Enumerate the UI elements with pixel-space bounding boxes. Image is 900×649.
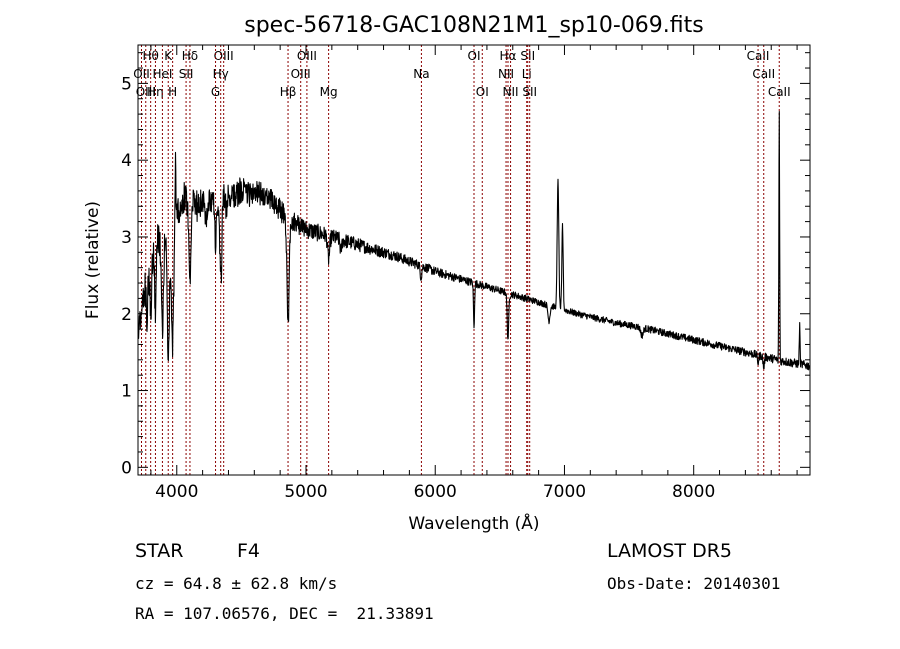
coordinates: RA = 107.06576, DEC = 21.33891 <box>135 604 434 623</box>
line-label: SII <box>522 85 537 99</box>
x-tick-label: 5000 <box>284 482 327 502</box>
line-label: Hη <box>147 85 164 99</box>
line-label: HeI <box>152 67 172 81</box>
x-tick-label: 8000 <box>672 482 715 502</box>
spectrum-line <box>137 110 811 371</box>
line-label: OI <box>476 85 489 99</box>
line-label: OII <box>133 67 150 81</box>
observation-date: Obs-Date: 20140301 <box>607 574 781 593</box>
object-subclass: F4 <box>237 540 261 562</box>
x-tick-label: 4000 <box>155 482 198 502</box>
line-label: Li <box>522 67 532 81</box>
y-tick-label: 0 <box>121 458 132 478</box>
line-label: OIII <box>136 85 156 99</box>
line-label: H <box>168 85 177 99</box>
plot-frame <box>137 44 811 476</box>
line-label: Hθ <box>142 49 158 63</box>
line-label: CaII <box>752 67 775 81</box>
line-label: OIII <box>291 67 311 81</box>
line-label: Hα <box>500 49 517 63</box>
line-label: CaII <box>747 49 770 63</box>
line-label: Hβ <box>280 85 297 99</box>
x-axis-label: Wavelength (Å) <box>408 512 539 534</box>
y-tick-label: 1 <box>121 382 132 402</box>
line-label: SII <box>520 49 535 63</box>
y-tick-label: 2 <box>121 305 132 325</box>
line-label: OI <box>468 49 481 63</box>
survey-name: LAMOST DR5 <box>607 540 732 562</box>
line-label: OIII <box>214 49 234 63</box>
line-label: Na <box>413 67 429 81</box>
x-tick-label: 7000 <box>543 482 586 502</box>
x-tick-label: 6000 <box>414 482 457 502</box>
line-label: OIII <box>297 49 317 63</box>
y-axis: 0 1 2 3 4 5 <box>121 52 810 478</box>
line-label: NII <box>503 85 519 99</box>
line-label: NII <box>498 67 514 81</box>
line-label: SII <box>179 67 194 81</box>
redshift-velocity: cz = 64.8 ± 62.8 km/s <box>135 574 338 593</box>
y-axis-label: Flux (relative) <box>83 201 103 319</box>
line-label: K <box>164 49 173 63</box>
y-tick-label: 4 <box>121 151 132 171</box>
line-label: Mg <box>320 85 338 99</box>
chart-title: spec-56718-GAC108N21M1_sp10-069.fits <box>244 13 704 38</box>
line-label: G <box>211 85 220 99</box>
line-label: Hγ <box>213 67 229 81</box>
line-label: Hδ <box>182 49 198 63</box>
x-axis: 4000 5000 6000 7000 8000 <box>150 45 798 502</box>
object-class: STAR <box>135 540 184 562</box>
y-tick-label: 3 <box>121 228 132 248</box>
y-tick-label: 5 <box>121 74 132 94</box>
line-label: CaII <box>768 85 791 99</box>
